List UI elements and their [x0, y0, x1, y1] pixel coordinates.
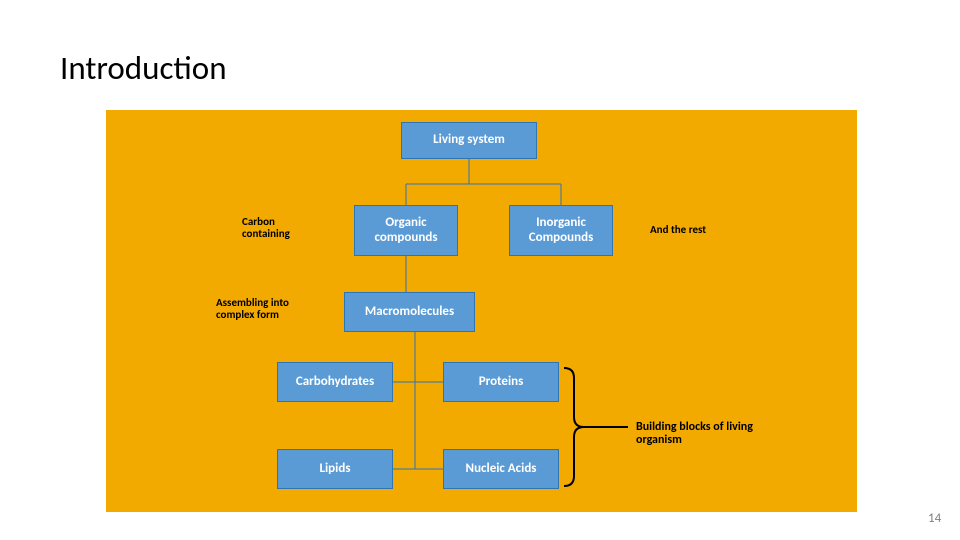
node-organic: Organic compounds [354, 205, 458, 256]
node-macromolecules: Macromolecules [344, 292, 475, 332]
node-living-system: Living system [401, 122, 537, 159]
page-number: 14 [928, 511, 941, 526]
annotation-carbon: Carbon containing [242, 216, 290, 240]
slide: { "slide": { "title": "Introduction", "t… [0, 0, 960, 540]
node-lipids: Lipids [277, 449, 393, 489]
annotation-assemble: Assembling into complex form [216, 297, 289, 321]
annotation-rest: And the rest [650, 224, 706, 236]
node-inorganic: Inorganic Compounds [509, 205, 613, 256]
annotation-building: Building blocks of living organism [636, 421, 753, 447]
node-proteins: Proteins [443, 362, 559, 402]
node-nucleic-acids: Nucleic Acids [443, 449, 559, 489]
slide-title: Introduction [60, 48, 227, 88]
node-carbohydrates: Carbohydrates [277, 362, 393, 402]
